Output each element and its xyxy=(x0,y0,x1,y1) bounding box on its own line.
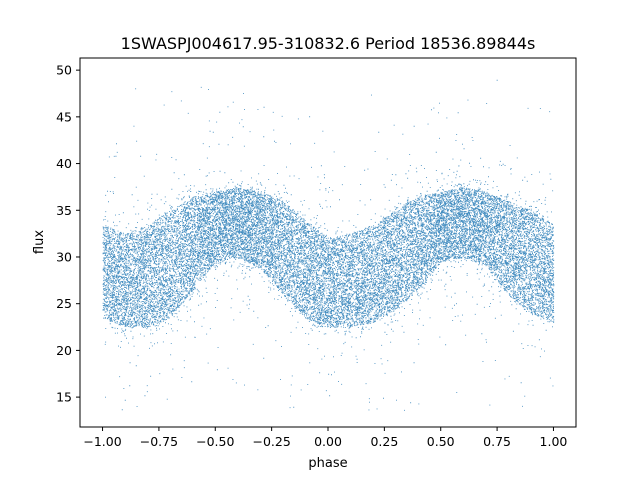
x-axis-ticks: −1.00 −0.75 −0.50 −0.25 0.00 0.25 0.50 0.75 1.00 xyxy=(83,427,567,449)
x-tick-label: −0.25 xyxy=(252,434,290,449)
y-tick-label: 25 xyxy=(56,296,72,311)
y-tick-label: 35 xyxy=(56,203,72,218)
x-tick-label: 0.50 xyxy=(427,434,455,449)
y-tick-label: 40 xyxy=(56,156,72,171)
data-points xyxy=(102,79,555,411)
chart-title: 1SWASPJ004617.95-310832.6 Period 18536.8… xyxy=(121,34,536,53)
x-tick-label: −0.50 xyxy=(196,434,234,449)
y-tick-label: 15 xyxy=(56,390,72,405)
data-point-cloud xyxy=(102,79,555,411)
x-axis-label: phase xyxy=(308,456,347,471)
y-tick-label: 45 xyxy=(56,109,72,124)
y-tick-label: 30 xyxy=(56,249,72,264)
x-tick-label: 0.25 xyxy=(370,434,398,449)
y-tick-label: 20 xyxy=(56,343,72,358)
x-tick-label: −1.00 xyxy=(83,434,121,449)
x-tick-label: 1.00 xyxy=(540,434,568,449)
x-tick-label: 0.75 xyxy=(483,434,511,449)
y-tick-label: 50 xyxy=(56,63,72,78)
plot-frame xyxy=(79,57,577,428)
y-axis-label: flux xyxy=(32,230,47,254)
y-axis-ticks: 15 20 25 30 35 40 45 50 xyxy=(56,63,80,405)
x-tick-label: 0.00 xyxy=(314,434,342,449)
x-tick-label: −0.75 xyxy=(140,434,178,449)
